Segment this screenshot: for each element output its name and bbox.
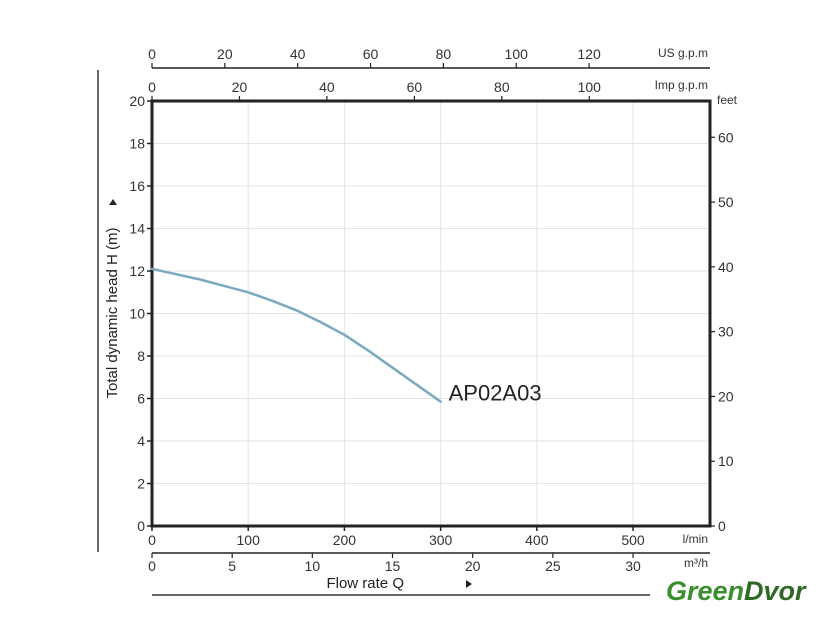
feet-tick-label: 40 [718, 259, 734, 275]
m3h-tick-label: 10 [305, 558, 321, 574]
axes [97, 63, 715, 596]
feet-unit-label: feet [717, 93, 738, 107]
m3h-unit-label: m³/h [684, 556, 708, 570]
x-axis-title: Flow rate Q [326, 575, 404, 592]
y-axis-arrow [109, 199, 117, 205]
feet-tick-label: 30 [718, 324, 734, 340]
us-gpm-tick-label: 120 [577, 46, 601, 62]
series-layer: AP02A03 [150, 267, 542, 406]
feet-tick-label: 0 [718, 518, 726, 534]
feet-tick-label: 60 [718, 129, 734, 145]
x-tick-label: 400 [525, 532, 549, 548]
us-gpm-tick-label: 40 [290, 46, 306, 62]
x-tick-label: 200 [333, 532, 357, 548]
us-gpm-tick-label: 20 [217, 46, 233, 62]
x-tick-label: 0 [148, 532, 156, 548]
y-tick-label: 8 [137, 348, 145, 364]
x-tick-label: 100 [237, 532, 261, 548]
imp-gpm-tick-label: 20 [232, 79, 248, 95]
y-tick-label: 10 [129, 306, 145, 322]
feet-tick-label: 20 [718, 388, 734, 404]
imp-gpm-tick-label: 40 [319, 79, 335, 95]
us-gpm-tick-label: 0 [148, 46, 156, 62]
us-gpm-tick-label: 60 [363, 46, 379, 62]
us-gpm-tick-label: 80 [436, 46, 452, 62]
greendvor-logo: GreenDvor [666, 576, 807, 606]
y-tick-label: 18 [129, 136, 145, 152]
y-tick-label: 4 [137, 433, 145, 449]
us-gpm-tick-label: 100 [505, 46, 529, 62]
y-tick-label: 2 [137, 476, 145, 492]
x-axis-arrow [466, 580, 472, 588]
imp-gpm-tick-label: 0 [148, 79, 156, 95]
us-gpm-unit-label: US g.p.m [658, 46, 708, 60]
m3h-tick-label: 25 [545, 558, 561, 574]
feet-tick-label: 10 [718, 453, 734, 469]
x-unit-label: l/min [683, 532, 708, 546]
series-line [150, 267, 442, 403]
grid-lines [152, 101, 710, 526]
y-axis-title: Total dynamic head H (m) [104, 228, 121, 399]
y-tick-label: 6 [137, 391, 145, 407]
y-tick-label: 14 [129, 221, 145, 237]
series-label: AP02A03 [449, 381, 542, 406]
logo-dvor-part: Dvor [744, 576, 807, 606]
x-tick-label: 300 [429, 532, 453, 548]
imp-gpm-tick-label: 80 [494, 79, 510, 95]
m3h-tick-label: 0 [148, 558, 156, 574]
y-tick-label: 16 [129, 178, 145, 194]
imp-gpm-tick-label: 60 [407, 79, 423, 95]
y-tick-label: 12 [129, 263, 145, 279]
imp-gpm-unit-label: Imp g.p.m [655, 78, 708, 92]
m3h-tick-label: 30 [625, 558, 641, 574]
x-tick-label: 500 [621, 532, 645, 548]
logo-green-part: Green [666, 576, 744, 606]
y-tick-label: 0 [137, 518, 145, 534]
feet-tick-label: 50 [718, 194, 734, 210]
m3h-tick-label: 15 [385, 558, 401, 574]
m3h-tick-label: 20 [465, 558, 481, 574]
y-tick-label: 20 [129, 93, 145, 109]
m3h-tick-label: 5 [228, 558, 236, 574]
imp-gpm-tick-label: 100 [578, 79, 602, 95]
